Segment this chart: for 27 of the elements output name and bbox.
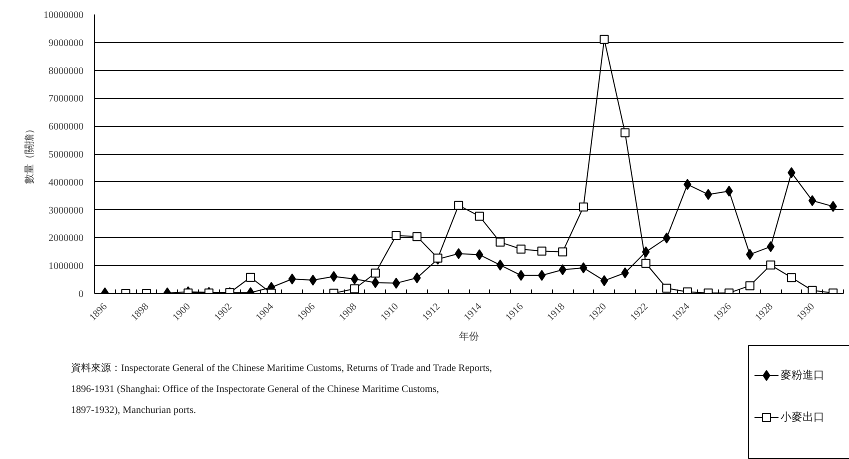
y-tick-label: 5000000: [48, 150, 84, 160]
x-axis-title: 年份: [459, 330, 479, 343]
y-tick-label: 10000000: [44, 10, 84, 21]
legend-label: 小麥出口: [780, 410, 824, 424]
y-tick-label: 7000000: [48, 94, 84, 105]
text: 1897-1932), Manchurian ports.: [71, 404, 197, 418]
x-tick-label: 1930: [794, 301, 817, 324]
text: 1896-1931 (Shanghai: Office of the Inspectorate General of the Chinese Maritime Customs,: [71, 383, 440, 397]
y-tick-label: 6000000: [48, 122, 84, 133]
y-tick-label: 0: [78, 289, 84, 300]
x-tick-label: 1920: [586, 301, 609, 324]
x-tick-label: 1910: [378, 301, 401, 324]
x-tick-label: 1908: [337, 301, 360, 324]
y-tick-label: 1000000: [48, 261, 84, 272]
legend-label: 麥粉進口: [780, 368, 824, 382]
x-tick-label: 1922: [628, 301, 650, 324]
y-axis-title: 數量（關擔）: [24, 124, 36, 184]
y-tick-label: 9000000: [48, 38, 84, 49]
y-tick-label: 8000000: [48, 66, 84, 77]
x-tick-label: 1902: [212, 301, 234, 324]
x-tick-label: 1898: [129, 301, 152, 324]
x-tick-label: 1912: [420, 301, 442, 324]
y-tick-label: 2000000: [48, 233, 84, 244]
y-tick-label: 3000000: [48, 205, 84, 216]
source-note: 資料來源：Inspectorate General of the Chinese Maritime Customs, Returns of Trade and Trade Reports,: [71, 362, 492, 376]
x-tick-label: 1900: [170, 301, 193, 324]
y-tick-label: 4000000: [48, 177, 84, 188]
